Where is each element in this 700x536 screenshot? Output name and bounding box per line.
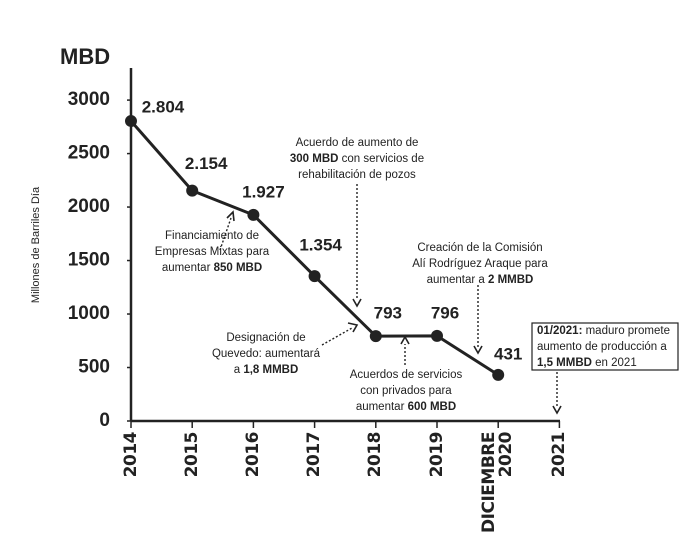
annotation: Acuerdo de aumento de 300 MBD con servici… [290, 137, 424, 181]
value-label: 2.154 [185, 154, 228, 173]
annotation-text: aumentar a [427, 274, 488, 286]
x-tick-label: 2021 [548, 432, 569, 478]
value-label: 2.804 [142, 98, 185, 117]
value-label: 1.927 [242, 182, 285, 201]
value-label: 793 [374, 304, 402, 323]
annotation-text: con privados para [360, 385, 452, 397]
annotation-text: aumentar [356, 401, 408, 413]
y-tick-label: 1500 [68, 250, 110, 271]
y-tick-label: 500 [78, 357, 110, 378]
annotation: 01/2021: maduro promete aumento de produc… [537, 325, 670, 369]
point [431, 329, 443, 342]
x-tick-label: 2014 [120, 432, 141, 478]
value-label: 796 [431, 303, 459, 322]
x-tick-label: 2019 [426, 432, 447, 478]
point [492, 368, 505, 381]
annotation-text: 300 MBD [290, 153, 339, 165]
annotation: Designación de Quevedo: aumentará a 1,8 MM… [212, 332, 321, 376]
x-tick-label: 2018 [365, 432, 386, 478]
annotation-text: Acuerdos de servicios [350, 369, 463, 381]
x-tick-label: 2016 [242, 432, 263, 478]
annotation-text: Acuerdo de aumento de [296, 137, 419, 149]
point [247, 208, 260, 221]
annotation-text: aumento de producción a [537, 341, 667, 353]
y-tick-label: 3000 [68, 89, 110, 110]
annotation-text: a [234, 364, 244, 376]
arrow-heads [226, 210, 562, 415]
annotation: Financiamiento de Empresas Mixtas para aum… [155, 230, 270, 274]
value-label: 431 [494, 344, 522, 363]
y-tick-label: 1000 [68, 303, 110, 324]
annotation-text: 01/2021: [537, 325, 582, 337]
annotation-text: 2 MMBD [488, 274, 533, 286]
annotation-text: 850 MBD [214, 262, 263, 274]
point [308, 270, 321, 283]
chart-title: MBD [60, 44, 110, 69]
annotation-text: Designación de [226, 332, 305, 344]
annotation-text: Alí Rodríguez Araque para [412, 258, 548, 270]
annotation-text: aumentar [162, 262, 214, 274]
x-tick-label: DICIEMBRE 2020 [479, 432, 517, 533]
annotation-text: rehabilitación de pozos [298, 169, 416, 181]
annotation-text: Creación de la Comisión [417, 242, 542, 254]
x-tick-label: 2017 [304, 432, 325, 478]
annotation-text: en 2021 [592, 357, 637, 369]
arrows [219, 184, 558, 407]
annotation-text: Empresas Mixtas para [155, 246, 270, 258]
annotation-box [531, 322, 679, 371]
y-tick-label: 2000 [68, 196, 110, 217]
annotation-text: 600 MBD [408, 401, 457, 413]
annotation-text: 1,8 MMBD [243, 364, 298, 376]
value-label: 1.354 [299, 236, 342, 255]
annotation-text: Financiamiento de [165, 230, 259, 242]
y-axis-label: Millones de Barriles Día [30, 186, 42, 303]
annotation-text: 1,5 MMBD [537, 357, 592, 369]
y-tick-label: 2500 [68, 143, 110, 164]
annotation: Acuerdos de servicios con privados para au… [350, 369, 463, 413]
annotation-text: maduro promete [582, 325, 670, 337]
annotation: Creación de la Comisión Alí Rodríguez Ara… [412, 242, 548, 286]
x-tick-label: 2015 [181, 432, 202, 478]
point [369, 330, 382, 343]
y-tick-label: 0 [99, 410, 110, 431]
annotation-text: con servicios de [338, 153, 424, 165]
point [125, 115, 137, 128]
annotation-text: Quevedo: aumentará [212, 348, 321, 360]
point [186, 184, 199, 197]
